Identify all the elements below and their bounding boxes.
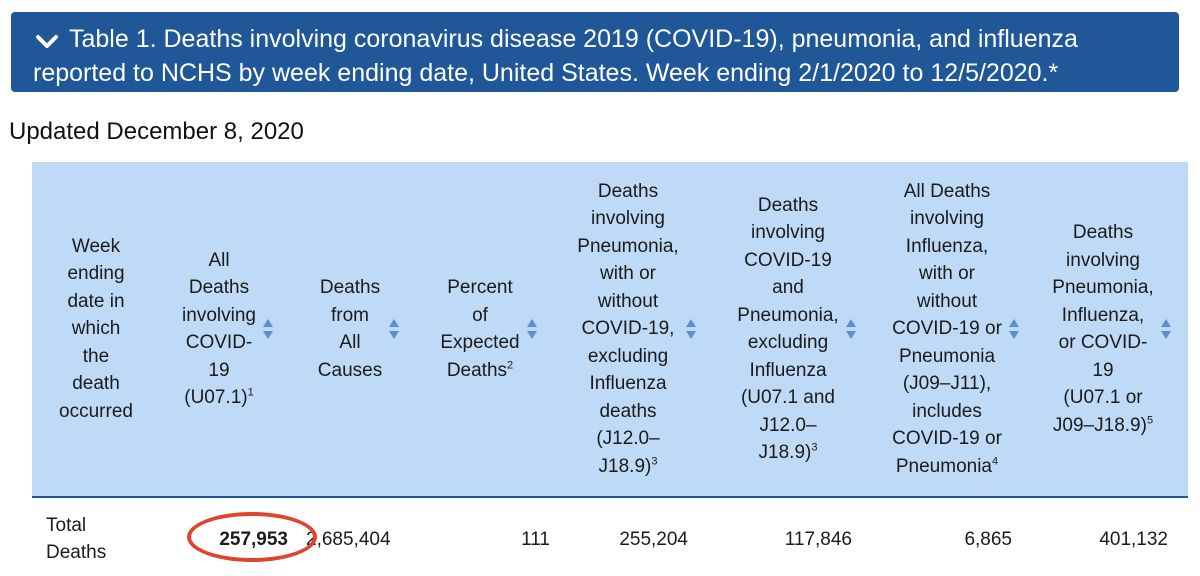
table-title: Table 1. Deaths involving coronavirus di… bbox=[33, 25, 1078, 87]
col-week-ending-header: Week ending date in which the death occurred bbox=[32, 162, 160, 498]
col-covid-pneumonia-header[interactable]: Deaths involving COVID-19 and Pneumonia, excl… bbox=[718, 162, 876, 498]
total-deaths-label: Total Deaths bbox=[46, 515, 107, 563]
cell-covid-deaths: 257,953 bbox=[160, 497, 318, 576]
col-percent-expected-header[interactable]: Percent of Expected Deaths2 bbox=[422, 162, 556, 498]
sort-arrows-icon[interactable] bbox=[685, 318, 697, 340]
col-pneumonia-label: Deaths involving Pneumonia, with or without C… bbox=[577, 180, 679, 477]
updated-date: Updated December 8, 2020 bbox=[9, 118, 304, 145]
cell-influenza: 6,865 bbox=[964, 528, 1012, 550]
cell-pneumonia: 255,204 bbox=[619, 528, 688, 550]
sort-arrows-icon[interactable] bbox=[388, 318, 400, 340]
col-covid-deaths-header[interactable]: All Deaths involving COVID- 19 (U07.1)1 bbox=[160, 162, 296, 498]
highlight-circle bbox=[187, 511, 318, 562]
col-all-causes-header[interactable]: Deaths from All Causes bbox=[296, 162, 422, 498]
cell-all-causes: 2,685,404 bbox=[306, 528, 391, 550]
chevron-down-icon[interactable] bbox=[33, 26, 61, 49]
col-influenza-header[interactable]: All Deaths involving Influenza, with or with… bbox=[876, 162, 1036, 498]
table-header-row: Week ending date in which the death occurred Al… bbox=[32, 162, 1188, 498]
deaths-table: Week ending date in which the death occurred Al… bbox=[32, 162, 1188, 576]
sort-arrows-icon[interactable] bbox=[1160, 318, 1172, 340]
sort-arrows-icon[interactable] bbox=[1008, 318, 1020, 340]
col-week-ending-label: Week ending date in which the death occurred bbox=[59, 235, 133, 422]
sort-arrows-icon[interactable] bbox=[845, 318, 857, 340]
col-percent-expected-label: Percent of Expected Deaths2 bbox=[440, 277, 520, 381]
col-influenza-label: All Deaths involving Influenza, with or with… bbox=[892, 180, 1002, 477]
col-all-causes-label: Deaths from All Causes bbox=[317, 277, 383, 381]
sort-arrows-icon[interactable] bbox=[262, 318, 274, 340]
table-row-total: Total Deaths 257,953 2,685,404 111 255,2… bbox=[32, 497, 1188, 576]
col-covid-deaths-label: All Deaths involving COVID- 19 (U07.1)1 bbox=[182, 249, 256, 409]
cell-pic: 401,132 bbox=[1099, 528, 1168, 550]
cell-percent-expected: 111 bbox=[521, 528, 550, 550]
col-pneumonia-header[interactable]: Deaths involving Pneumonia, with or without C… bbox=[556, 162, 718, 498]
col-pic-label: Deaths involving Pneumonia, Influenza, or CO… bbox=[1052, 222, 1154, 436]
sort-arrows-icon[interactable] bbox=[526, 318, 538, 340]
cell-covid-pneumonia: 117,846 bbox=[784, 528, 852, 550]
col-pic-header[interactable]: Deaths involving Pneumonia, Influenza, or CO… bbox=[1036, 162, 1188, 498]
col-covid-pneumonia-label: Deaths involving COVID-19 and Pneumonia, excl… bbox=[737, 194, 839, 464]
table-title-bar[interactable]: Table 1. Deaths involving coronavirus di… bbox=[11, 12, 1179, 92]
